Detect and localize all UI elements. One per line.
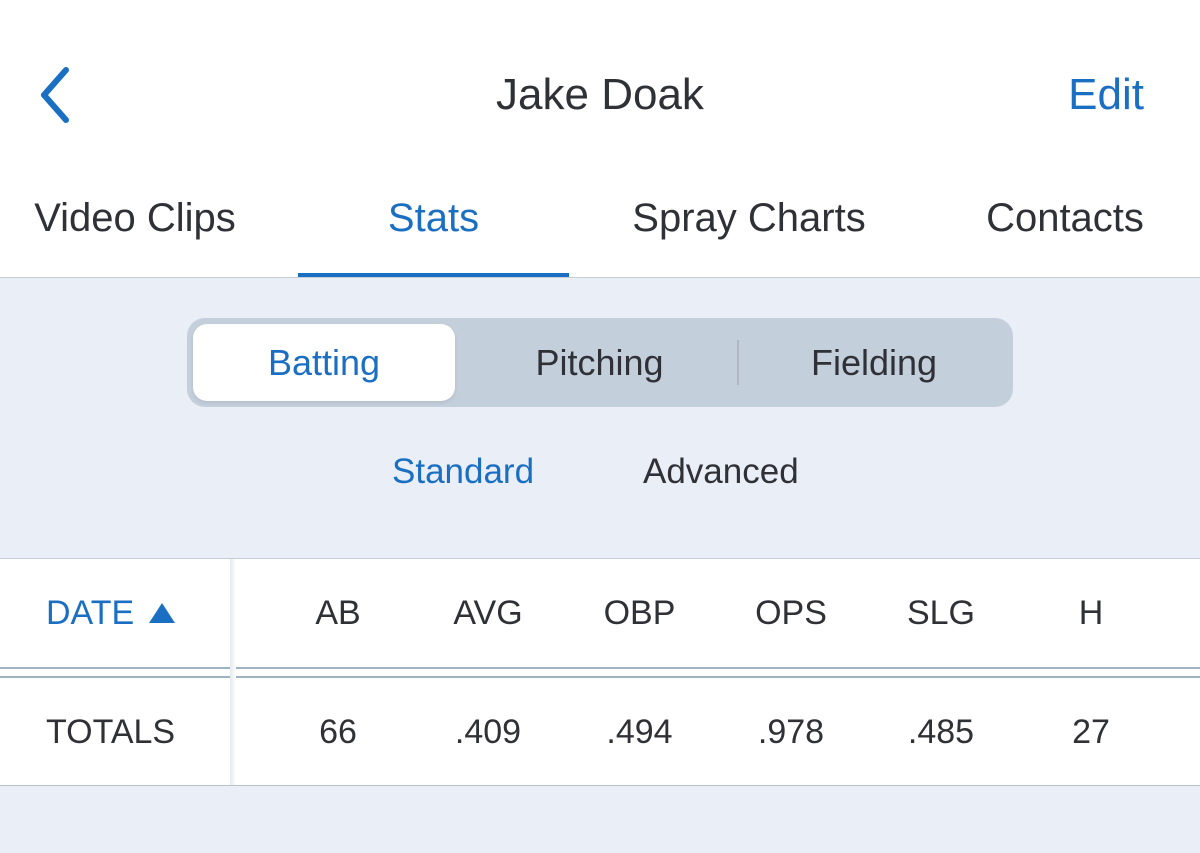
header-divider-line: [0, 667, 1200, 669]
segment-divider: [737, 340, 739, 385]
header: Jake Doak Edit Video Clips Stats Spray C…: [0, 0, 1200, 278]
totals-label: TOTALS: [46, 713, 176, 751]
column-header-h[interactable]: H: [1078, 594, 1104, 632]
stat-type-segmented-control: Batting Pitching Fielding: [187, 318, 1013, 407]
totals-obp: .494: [606, 713, 673, 751]
table-row-totals: TOTALS 66 .409 .494 .978 .485 27: [0, 679, 1200, 786]
table-header-row: DATE AB AVG OBP OPS SLG H: [0, 559, 1200, 668]
column-header-ab[interactable]: AB: [315, 594, 361, 632]
tab-bar: Video Clips Stats Spray Charts Contacts: [0, 190, 1200, 278]
tab-video-clips[interactable]: Video Clips: [34, 196, 236, 240]
column-header-ops[interactable]: OPS: [755, 594, 827, 632]
active-tab-indicator: [298, 273, 569, 278]
tab-contacts[interactable]: Contacts: [986, 196, 1144, 240]
column-header-slg[interactable]: SLG: [906, 594, 976, 632]
totals-avg: .409: [454, 713, 522, 751]
subtab-advanced[interactable]: Advanced: [643, 452, 799, 491]
back-button[interactable]: [28, 62, 84, 128]
totals-ops: .978: [757, 713, 825, 751]
sticky-column-shadow: [230, 559, 236, 785]
totals-ab: 66: [319, 713, 357, 751]
edit-button[interactable]: Edit: [1068, 70, 1144, 119]
stats-table: DATE AB AVG OBP OPS SLG H TOTALS 66 .409…: [0, 558, 1200, 786]
header-divider-line: [0, 676, 1200, 678]
column-header-obp[interactable]: OBP: [603, 594, 676, 632]
chevron-left-icon: [41, 67, 69, 123]
date-header-label: DATE: [46, 594, 135, 632]
tab-spray-charts[interactable]: Spray Charts: [632, 196, 866, 240]
header-divider: [0, 277, 1200, 278]
totals-slg: .485: [907, 713, 975, 751]
page-title: Jake Doak: [496, 70, 704, 119]
segment-batting[interactable]: Batting: [193, 324, 455, 401]
segment-pitching[interactable]: Pitching: [535, 341, 664, 383]
totals-h: 27: [1072, 713, 1110, 751]
segment-fielding[interactable]: Fielding: [810, 341, 938, 383]
triangle-up-icon: [148, 594, 176, 633]
date-sort-header[interactable]: DATE: [0, 559, 232, 668]
subtab-standard[interactable]: Standard: [392, 452, 535, 491]
column-header-avg[interactable]: AVG: [453, 594, 523, 632]
tab-stats[interactable]: Stats: [387, 196, 480, 240]
